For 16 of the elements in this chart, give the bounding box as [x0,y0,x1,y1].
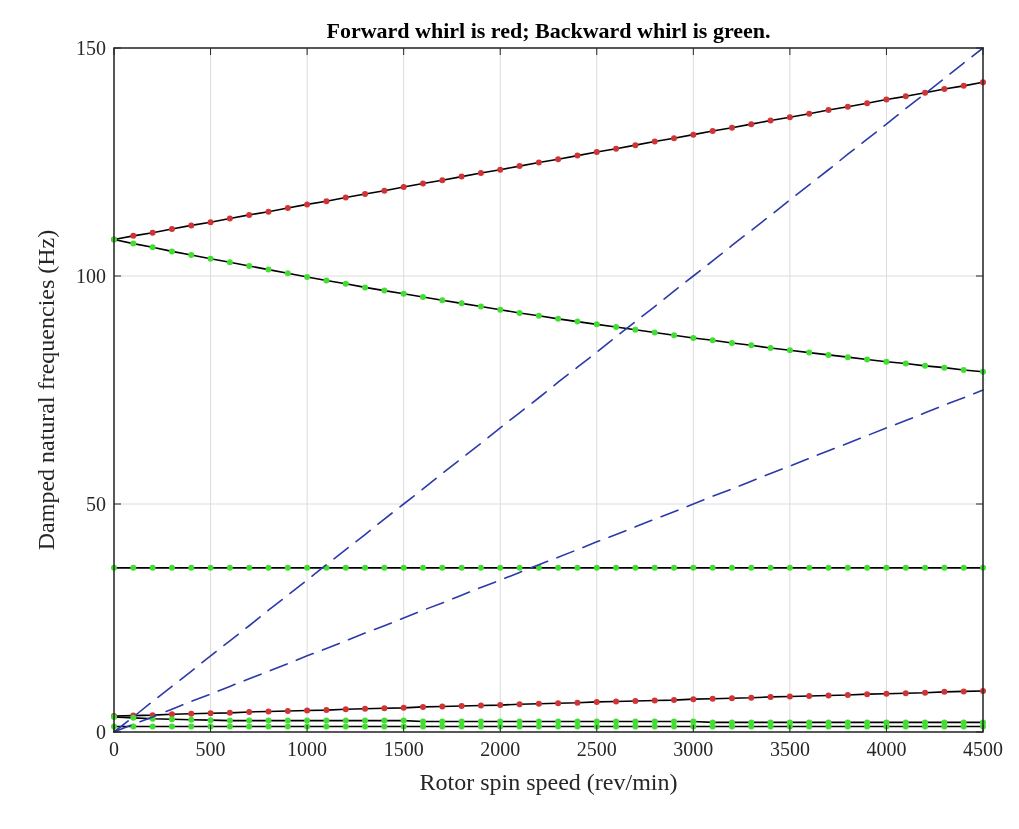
y-tick-label: 150 [76,37,106,59]
y-tick-label: 50 [86,493,106,515]
x-tick-label: 3000 [673,738,714,760]
x-tick-label: 2500 [576,738,617,760]
x-tick-label: 3500 [769,738,810,760]
y-tick-label: 100 [76,265,106,287]
x-tick-label: 1500 [383,738,424,760]
chart-title: Forward whirl is red; Backward whirl is green. [326,18,771,43]
x-tick-label: 4500 [963,738,1003,760]
x-tick-label: 500 [195,738,226,760]
x-axis-title: Rotor spin speed (rev/min) [419,769,678,795]
x-tick-label: 4000 [866,738,907,760]
y-axis-title: Damped natural frequencies (Hz) [33,229,59,551]
y-tick-label: 0 [96,721,106,743]
x-tick-label: 1000 [287,738,328,760]
x-tick-label: 2000 [480,738,521,760]
